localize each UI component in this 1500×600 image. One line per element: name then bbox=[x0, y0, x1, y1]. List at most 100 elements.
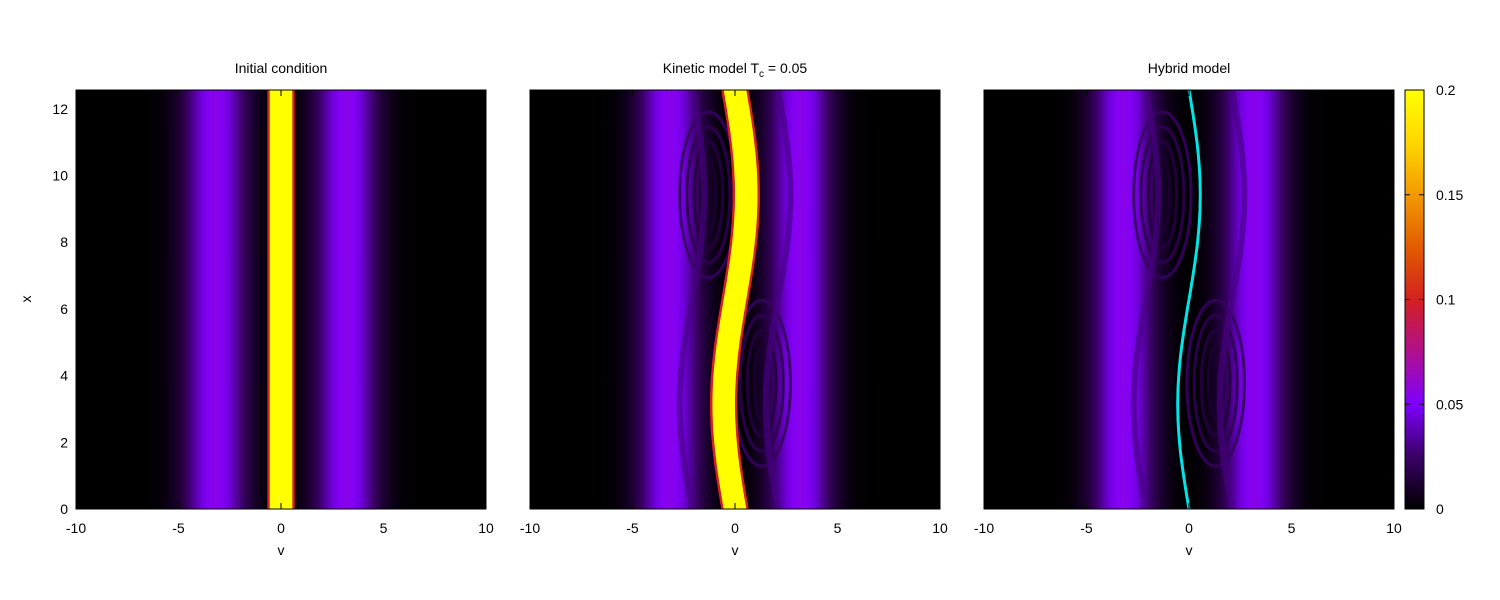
beam-band bbox=[1054, 404, 1193, 420]
vortex-contour bbox=[1132, 110, 1193, 280]
x-tick-label: 0 bbox=[731, 520, 739, 536]
beam-band bbox=[1054, 419, 1193, 435]
colorbar: 0 0.05 0.1 0.15 0.2 bbox=[1404, 82, 1463, 517]
beam-band bbox=[146, 179, 285, 196]
beam-band bbox=[277, 119, 416, 136]
vortex-contour bbox=[1139, 125, 1186, 265]
beam-band bbox=[146, 239, 285, 256]
y-axis-label: x bbox=[18, 296, 34, 303]
x-tick-label: 0 bbox=[1185, 520, 1193, 536]
beam-band bbox=[1054, 314, 1193, 331]
beam-band bbox=[731, 464, 870, 480]
beam-band bbox=[1185, 464, 1324, 480]
beam-band bbox=[600, 329, 739, 345]
beam-band bbox=[600, 104, 739, 121]
beam-band bbox=[277, 314, 416, 331]
beam-band bbox=[600, 404, 739, 420]
beam-band bbox=[1054, 90, 1193, 106]
beam-band bbox=[1185, 494, 1324, 509]
filament bbox=[1130, 90, 1162, 509]
beam-band bbox=[1185, 374, 1324, 390]
beam-band bbox=[600, 464, 739, 480]
beam-band bbox=[146, 149, 285, 166]
core-band bbox=[269, 90, 293, 509]
beam-band bbox=[731, 254, 870, 271]
beam-band bbox=[146, 389, 285, 405]
beam-band bbox=[1185, 359, 1324, 375]
beam-band bbox=[600, 179, 739, 196]
beam-band bbox=[1054, 104, 1193, 121]
beam-band bbox=[1054, 389, 1193, 405]
vortex-contour bbox=[745, 329, 778, 438]
beam-band bbox=[146, 329, 285, 345]
beam-band bbox=[1054, 134, 1193, 151]
beam-band bbox=[277, 149, 416, 166]
vortex-contour bbox=[685, 125, 732, 265]
beam-band bbox=[600, 254, 739, 271]
y-tick-label: 2 bbox=[60, 434, 68, 450]
beam-band bbox=[731, 299, 870, 316]
beam-band bbox=[600, 209, 739, 226]
y-tick-label: 12 bbox=[52, 101, 68, 117]
beam-band bbox=[277, 359, 416, 375]
beam-band bbox=[277, 419, 416, 435]
beam-band bbox=[277, 479, 416, 495]
beam-band bbox=[277, 494, 416, 509]
beam-band bbox=[600, 119, 739, 136]
beam-band bbox=[277, 239, 416, 256]
beam-band bbox=[146, 209, 285, 226]
beam-band bbox=[1185, 239, 1324, 256]
beam-band bbox=[146, 359, 285, 375]
beam-band bbox=[731, 194, 870, 211]
beam-band bbox=[731, 284, 870, 301]
beam-band bbox=[277, 194, 416, 211]
heatmap-plot-area: -10 -5 0 5 10 0 2 4 6 8 10 12 bbox=[52, 89, 494, 536]
beam-band bbox=[1185, 269, 1324, 286]
beam-band bbox=[277, 374, 416, 390]
heatmap-plot-area: -10 -5 0 5 10 bbox=[974, 89, 1402, 536]
panel-title: Kinetic model Tc = 0.05 bbox=[663, 60, 808, 80]
colorbar-tick-label: 0.05 bbox=[1436, 396, 1463, 412]
beam-band bbox=[146, 224, 285, 241]
beam-band bbox=[1185, 404, 1324, 420]
x-tick-label: -5 bbox=[1080, 520, 1093, 536]
beam-band bbox=[1054, 434, 1193, 450]
x-tick-label: 10 bbox=[478, 520, 494, 536]
panel-title: Hybrid model bbox=[1148, 60, 1230, 76]
beam-band bbox=[600, 479, 739, 495]
beam-band bbox=[1054, 479, 1193, 495]
beam-band bbox=[731, 90, 870, 106]
beam-band bbox=[600, 434, 739, 450]
beam-band bbox=[600, 90, 739, 106]
beam-band bbox=[1185, 179, 1324, 196]
beam-band bbox=[277, 209, 416, 226]
beam-band bbox=[1054, 269, 1193, 286]
beam-band bbox=[146, 434, 285, 450]
beam-band bbox=[146, 344, 285, 360]
beam-band bbox=[146, 284, 285, 301]
beam-band bbox=[731, 209, 870, 226]
beam-band bbox=[731, 134, 870, 151]
beam-band bbox=[277, 284, 416, 301]
beam-band bbox=[146, 404, 285, 420]
x-tick-label: -10 bbox=[520, 520, 540, 536]
x-tick-label: 0 bbox=[277, 520, 285, 536]
beam-band bbox=[731, 104, 870, 121]
x-tick-label: 5 bbox=[834, 520, 842, 536]
beam-band bbox=[1185, 90, 1324, 106]
vortex-contour bbox=[1185, 298, 1246, 468]
core-band bbox=[712, 90, 758, 509]
x-tick-label: 5 bbox=[380, 520, 388, 536]
panel-title-tail: = 0.05 bbox=[764, 60, 807, 76]
beam-band bbox=[1185, 224, 1324, 241]
beam-band bbox=[277, 464, 416, 480]
beam-band bbox=[277, 329, 416, 345]
beam-band bbox=[731, 119, 870, 136]
beam-band bbox=[146, 119, 285, 136]
beam-band bbox=[600, 419, 739, 435]
beam-band bbox=[600, 269, 739, 286]
beam-band bbox=[600, 389, 739, 405]
beam-band bbox=[1054, 359, 1193, 375]
beam-band bbox=[1054, 209, 1193, 226]
beam-band bbox=[277, 299, 416, 316]
